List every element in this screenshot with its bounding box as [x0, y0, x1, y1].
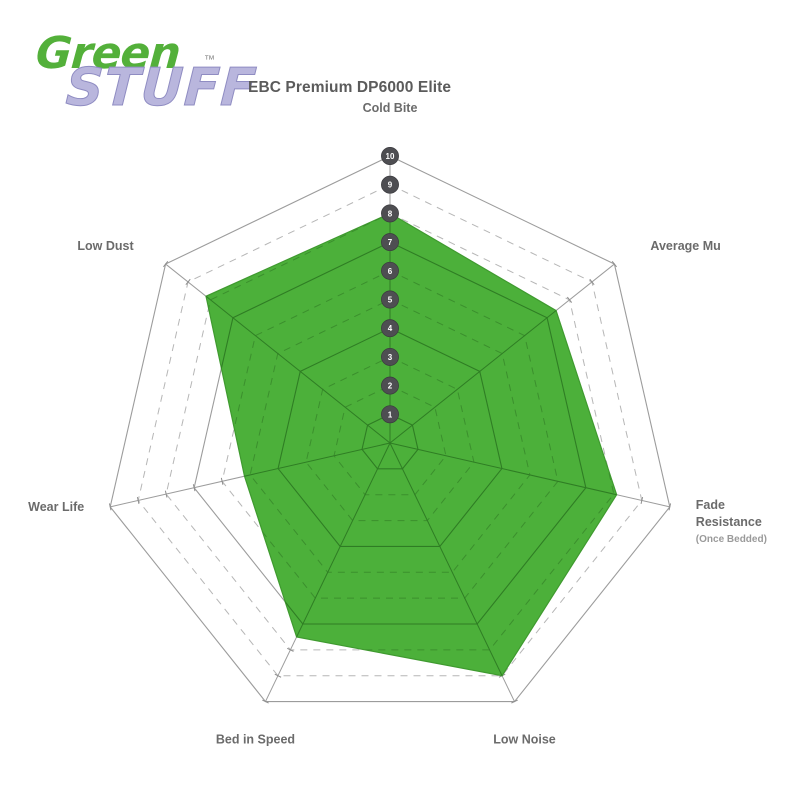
series-polygons — [205, 212, 618, 677]
axis-label-line1: Wear Life — [28, 500, 84, 514]
trademark-symbol: ™ — [204, 54, 215, 66]
axis-label-line1: Cold Bite — [363, 101, 418, 115]
tick-marker-6: 6 — [381, 261, 399, 280]
series-grid-ring-5 — [249, 298, 531, 573]
spoke-tick-2-10 — [668, 503, 672, 511]
grid-ring-9 — [137, 184, 643, 677]
axis-label-low-noise: Low Noise — [493, 733, 556, 747]
spoke-tick-5-6 — [220, 477, 224, 485]
axis-label-cold-bite: Cold Bite — [363, 101, 418, 115]
spoke-tick-6-10 — [163, 261, 169, 268]
series-area-0 — [205, 212, 618, 677]
axis-label-fade-resistance-once-bedded: Fade Resistance (Once Bedded) — [696, 498, 767, 545]
axis-label-line1: Bed in Speed — [216, 733, 295, 747]
series-grid-ring-2 — [333, 385, 447, 496]
tick-marker-1: 1 — [381, 405, 399, 424]
series-spoke-5 — [206, 442, 391, 508]
spoke-tick-2-9 — [640, 496, 644, 505]
axis-label-line1: Average Mu — [650, 239, 720, 253]
spoke-tick-5-10 — [108, 503, 112, 511]
tick-marker-7: 7 — [381, 233, 399, 252]
tick-label-6: 6 — [388, 267, 393, 276]
series-spoke-3 — [389, 442, 515, 676]
axis-label-wear-life: Wear Life — [28, 500, 84, 514]
axis-label-line3: (Once Bedded) — [696, 534, 767, 545]
spoke-tick-5-9 — [136, 496, 140, 505]
tick-label-7: 7 — [388, 238, 393, 247]
tick-marker-5: 5 — [381, 290, 399, 309]
spoke-tick-3-10 — [511, 699, 518, 704]
series-spoke-2 — [389, 442, 617, 508]
series-grid-ring-7 — [206, 241, 587, 625]
tick-label-3: 3 — [388, 353, 393, 362]
tick-label-9: 9 — [388, 181, 393, 190]
spoke-tick-4-9 — [274, 673, 282, 678]
spoke-tick-1-9 — [589, 278, 595, 286]
series-grid-ring-6 — [221, 270, 559, 599]
spoke-tick-1-8 — [566, 296, 573, 303]
axis-label-low-dust: Low Dust — [77, 239, 134, 253]
series-grid-ring-4 — [277, 327, 503, 547]
tick-marker-8: 8 — [381, 204, 399, 223]
grid-ring-8 — [165, 212, 615, 651]
axis-label-bed-in-speed: Bed in Speed — [216, 733, 295, 747]
series-grid-ring-1 — [361, 413, 419, 470]
page-title: EBC Premium DP6000 Elite — [248, 79, 452, 96]
tick-label-10: 10 — [386, 152, 395, 161]
greenstuff-logo: Green STUFF ™ — [34, 28, 259, 125]
series-spoke-6 — [206, 263, 391, 444]
axis-label-line1: Low Noise — [493, 733, 556, 747]
spoke-tick-1-10 — [611, 261, 617, 268]
tick-marker-3: 3 — [381, 347, 399, 366]
tick-label-1: 1 — [388, 410, 393, 419]
spoke-tick-4-10 — [262, 699, 269, 704]
tick-label-2: 2 — [388, 382, 393, 391]
series-grid-ring-3 — [305, 356, 475, 522]
tick-markers: 10 9 8 7 6 5 4 3 2 1 — [381, 147, 399, 424]
tick-marker-4: 4 — [381, 319, 399, 338]
axis-label-line1: Fade — [696, 498, 725, 512]
axis-label-average-mu: Average Mu — [650, 239, 720, 253]
tick-marker-9: 9 — [381, 175, 399, 194]
axis-label-line1: Low Dust — [77, 239, 134, 253]
spoke-tick-4-8 — [287, 647, 294, 652]
tick-label-5: 5 — [388, 296, 393, 305]
grid-ring-10 — [109, 155, 671, 703]
tick-label-4: 4 — [388, 324, 393, 333]
axis-label-line2: Resistance — [696, 515, 762, 529]
tick-marker-2: 2 — [381, 376, 399, 395]
spoke-tick-5-8 — [164, 490, 168, 498]
axis-labels: Cold Bite Average Mu Fade Resistance (Once B… — [28, 101, 767, 747]
tick-marker-10: 10 — [381, 147, 399, 165]
tick-label-8: 8 — [388, 209, 393, 218]
spoke-tick-6-9 — [185, 278, 191, 286]
spoke-tick-5-7 — [192, 484, 196, 492]
